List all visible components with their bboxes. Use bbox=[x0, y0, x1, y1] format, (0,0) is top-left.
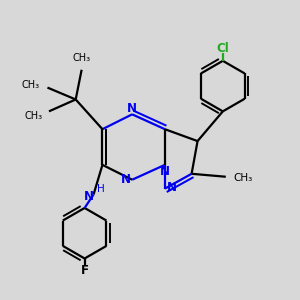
Text: N: N bbox=[127, 103, 137, 116]
Text: CH₃: CH₃ bbox=[25, 111, 43, 121]
Text: F: F bbox=[81, 265, 88, 278]
Text: N: N bbox=[121, 172, 131, 186]
Text: N: N bbox=[167, 181, 176, 194]
Text: Cl: Cl bbox=[216, 42, 229, 55]
Text: CH₃: CH₃ bbox=[73, 53, 91, 63]
Text: N: N bbox=[160, 165, 170, 178]
Text: H: H bbox=[97, 184, 105, 194]
Text: CH₃: CH₃ bbox=[22, 80, 40, 90]
Text: N: N bbox=[84, 190, 94, 202]
Text: CH₃: CH₃ bbox=[233, 173, 253, 183]
